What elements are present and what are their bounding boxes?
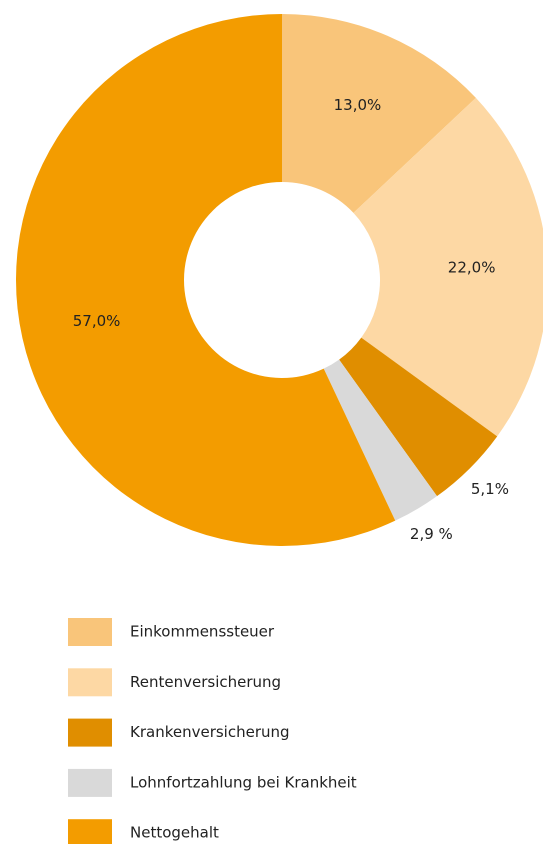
donut-slice — [16, 14, 396, 546]
legend-label: Lohnfortzahlung bei Krankheit — [130, 773, 357, 791]
donut-slice — [282, 14, 476, 213]
legend-label: Krankenversicherung — [130, 723, 290, 741]
legend-swatch — [68, 819, 112, 844]
donut-slice — [353, 97, 543, 437]
value-label: 22,0% — [448, 259, 496, 277]
value-label: 57,0% — [73, 312, 121, 330]
legend-label: Einkommenssteuer — [130, 623, 275, 641]
legend-swatch — [68, 768, 112, 797]
legend-label: Nettogehalt — [130, 824, 219, 842]
value-label: 2,9 % — [410, 525, 453, 543]
value-label: 5,1% — [471, 480, 509, 498]
legend-label: Rentenversicherung — [130, 673, 281, 691]
legend-swatch — [68, 718, 112, 747]
donut-slice — [339, 337, 498, 497]
legend-swatch — [68, 618, 112, 646]
legend-swatch — [68, 668, 112, 697]
donut-slice — [323, 359, 437, 521]
value-label: 13,0% — [334, 96, 382, 114]
